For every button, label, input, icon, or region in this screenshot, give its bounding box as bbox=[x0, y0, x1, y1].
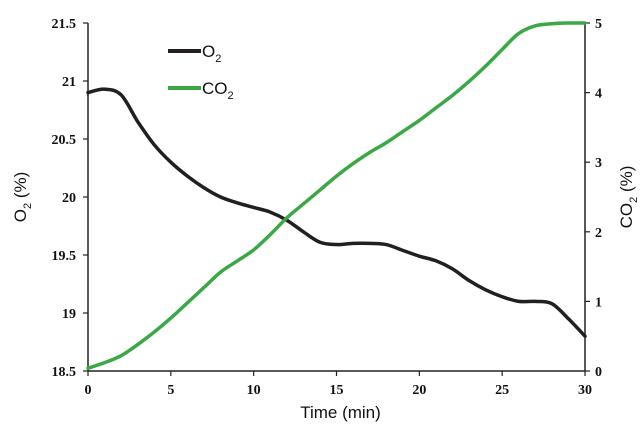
axes-layer: 18.5 19 19.5 20 20.5 21 21.5 0 1 2 3 4 5 0 5 10 15 20 25 30… bbox=[11, 17, 640, 422]
y-left-tick-label: 21.5 bbox=[52, 17, 77, 32]
y-right-tick-label: 2 bbox=[595, 226, 602, 241]
y-left-tick-label: 20 bbox=[62, 191, 76, 206]
y-right-tick-label: 3 bbox=[595, 156, 602, 171]
series-line-co2 bbox=[86, 21, 587, 370]
y-left-axis-label-base: O bbox=[11, 209, 30, 222]
x-tick-label: 15 bbox=[330, 383, 344, 398]
legend-label-co2: CO2 bbox=[202, 79, 234, 102]
y-left-tick-label: 19.5 bbox=[52, 249, 77, 264]
x-axis-label: Time (min) bbox=[300, 403, 381, 422]
legend-label-o2-subscript: 2 bbox=[215, 53, 221, 65]
legend-label-co2-subscript: 2 bbox=[228, 90, 234, 102]
legend-label-o2-base: O bbox=[202, 42, 215, 61]
y-right-tick-label: 1 bbox=[595, 295, 602, 310]
y-left-tick-label: 21 bbox=[62, 75, 76, 90]
x-tick-label: 25 bbox=[495, 383, 509, 398]
legend-item-co2: CO2 bbox=[168, 79, 234, 102]
x-tick-label: 5 bbox=[167, 383, 174, 398]
legend-item-o2: O2 bbox=[168, 42, 221, 65]
x-tick-label: 20 bbox=[412, 383, 426, 398]
x-tick-label: 30 bbox=[578, 383, 592, 398]
y-left-axis-label: O2 (%) bbox=[11, 172, 34, 223]
y-right-axis-label: CO2 (%) bbox=[617, 166, 640, 229]
legend-label-o2: O2 bbox=[202, 42, 221, 65]
y-right-tick-label: 4 bbox=[595, 87, 602, 102]
y-right-axis-label-subscript: 2 bbox=[628, 197, 640, 203]
y-left-tick-label: 18.5 bbox=[52, 365, 77, 380]
y-right-tick-label: 0 bbox=[595, 365, 602, 380]
y-left-tick-label: 20.5 bbox=[52, 133, 77, 148]
y-right-tick-label: 5 bbox=[595, 17, 602, 32]
y-left-axis-label-subscript: 2 bbox=[22, 203, 34, 209]
y-left-tick-label: 19 bbox=[62, 307, 76, 322]
y-right-axis-label-suffix: (%) bbox=[617, 166, 636, 197]
series-line-o2 bbox=[86, 87, 587, 338]
legend-label-co2-base: CO bbox=[202, 79, 228, 98]
y-right-axis-label-base: CO bbox=[617, 203, 636, 229]
x-tick-label: 10 bbox=[247, 383, 261, 398]
x-tick-label: 0 bbox=[85, 383, 92, 398]
y-left-axis-label-suffix: (%) bbox=[11, 172, 30, 203]
series-layer bbox=[86, 21, 587, 370]
